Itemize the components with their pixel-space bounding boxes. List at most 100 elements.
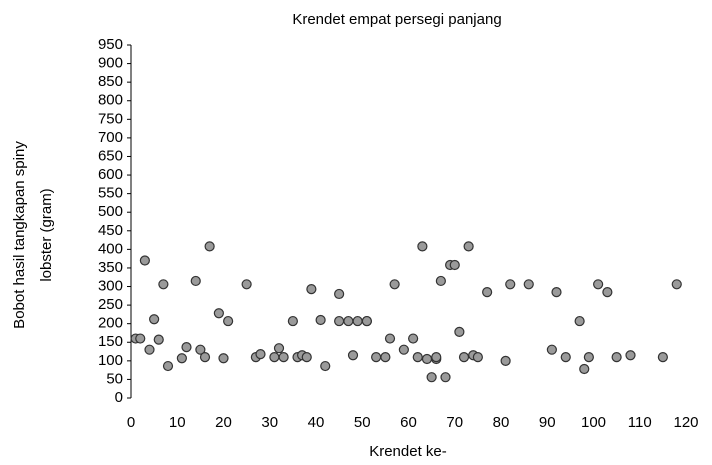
point [412, 352, 423, 363]
point [421, 353, 433, 365]
y-axis-label: lobster (gram) [38, 188, 55, 281]
x-tick-label: 60 [400, 414, 417, 431]
x-tick-label: 30 [261, 414, 278, 431]
point [408, 333, 419, 344]
x-tick-label: 80 [493, 414, 510, 431]
y-tick-label: 500 [98, 203, 123, 220]
point [255, 349, 266, 360]
point [144, 344, 155, 355]
point [273, 343, 285, 354]
point [218, 353, 229, 364]
point [334, 288, 345, 300]
point [301, 352, 312, 363]
y-tick-label: 350 [98, 259, 123, 276]
point [574, 315, 585, 327]
x-tick-label: 50 [354, 414, 371, 431]
point [241, 279, 252, 290]
y-tick-label: 850 [98, 73, 123, 90]
point [269, 352, 280, 363]
point [482, 287, 493, 298]
y-axis-label: Bobot hasil tangkapan spiny [11, 141, 28, 329]
point [523, 279, 534, 290]
point [611, 352, 622, 363]
y-tick-label: 600 [98, 166, 123, 183]
y-tick-label: 200 [98, 315, 123, 332]
point [560, 352, 571, 363]
point [153, 334, 164, 345]
point [223, 315, 234, 327]
point [505, 279, 516, 290]
point [162, 360, 174, 372]
point [306, 284, 317, 295]
point [139, 255, 150, 266]
point [551, 287, 562, 298]
point [190, 275, 201, 287]
point [384, 333, 396, 344]
y-tick-label: 750 [98, 110, 123, 127]
point [371, 352, 382, 363]
x-tick-label: 20 [215, 414, 232, 431]
y-tick-label: 150 [98, 333, 123, 350]
point [195, 344, 206, 355]
y-tick-label: 400 [98, 240, 123, 257]
x-tick-label: 90 [539, 414, 556, 431]
point [583, 352, 594, 363]
point [435, 275, 446, 287]
y-tick-label: 950 [98, 36, 123, 53]
y-tick-label: 50 [106, 370, 123, 387]
point [181, 341, 192, 353]
point [625, 350, 636, 361]
point [380, 352, 391, 363]
point [158, 279, 169, 290]
point [593, 279, 604, 290]
point [472, 352, 483, 363]
point [426, 372, 437, 383]
x-tick-label: 100 [581, 414, 606, 431]
x-tick-label: 70 [446, 414, 463, 431]
point [135, 333, 146, 344]
point [334, 315, 345, 327]
point [671, 279, 682, 290]
y-tick-label: 450 [98, 222, 123, 239]
point [213, 308, 224, 319]
point [431, 352, 442, 363]
x-axis-label: Krendet ke- [369, 443, 447, 460]
y-tick-label: 650 [98, 147, 123, 164]
point [278, 352, 289, 363]
x-tick-label: 10 [169, 414, 186, 431]
x-tick-label: 40 [308, 414, 325, 431]
point [199, 352, 211, 363]
y-tick-label: 100 [98, 352, 123, 369]
point [389, 279, 400, 290]
y-tick-label: 550 [98, 185, 123, 202]
point [343, 315, 354, 327]
point [500, 355, 511, 366]
point [315, 314, 326, 326]
point [287, 315, 298, 327]
x-tick-label: 110 [628, 414, 652, 431]
point [352, 315, 363, 327]
point [579, 363, 590, 375]
point [657, 352, 668, 363]
point [204, 241, 215, 252]
y-tick-label: 800 [98, 92, 123, 109]
y-tick-label: 300 [98, 277, 123, 294]
point [546, 344, 557, 355]
y-tick-label: 900 [98, 55, 123, 72]
point [149, 314, 160, 325]
point [417, 241, 428, 252]
point [398, 344, 409, 355]
point [454, 326, 465, 337]
point [347, 350, 359, 361]
x-tick-label: 120 [673, 414, 698, 431]
y-tick-label: 0 [115, 389, 123, 406]
x-tick-label: 0 [127, 414, 135, 431]
point [449, 259, 460, 271]
y-tick-label: 250 [98, 296, 123, 313]
y-tick-label: 700 [98, 129, 123, 146]
point [463, 241, 474, 252]
point [176, 353, 187, 364]
point [320, 360, 331, 372]
point [602, 287, 613, 298]
